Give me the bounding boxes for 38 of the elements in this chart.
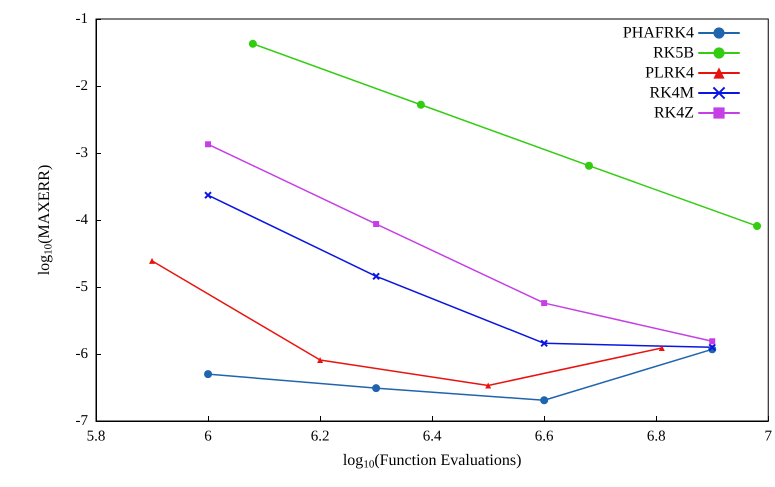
point — [541, 300, 548, 306]
point — [248, 40, 257, 48]
point — [205, 141, 212, 148]
legend-label: RK4M — [650, 84, 694, 102]
legend-label: RK4Z — [654, 104, 694, 122]
point — [149, 258, 156, 264]
x-tick-label: 6.2 — [310, 428, 330, 444]
x-tick-label: 7 — [764, 428, 772, 444]
point — [658, 344, 665, 351]
point — [204, 370, 212, 378]
y-tick-label: -3 — [76, 145, 88, 161]
point — [372, 384, 380, 392]
point — [540, 339, 548, 348]
point — [372, 272, 380, 280]
point — [204, 191, 212, 200]
y-tick-label: -1 — [76, 11, 88, 27]
point — [709, 338, 716, 344]
legend-label: PHAFRK4 — [622, 24, 694, 42]
point — [540, 396, 548, 404]
legend-label: PLRK4 — [645, 64, 694, 82]
point — [753, 222, 762, 230]
y-tick-label: -4 — [76, 212, 88, 228]
y-tick-label: -6 — [76, 346, 88, 362]
y-axis-title: log10(MAXERR) — [36, 164, 54, 276]
point — [373, 221, 380, 228]
point — [317, 357, 324, 364]
point — [584, 162, 593, 170]
y-tick-label: -5 — [76, 279, 88, 295]
y-tick-label: -2 — [76, 78, 88, 94]
x-tick-label: 5.8 — [86, 428, 106, 444]
x-tick-label: 6.4 — [422, 428, 442, 444]
point — [485, 382, 492, 388]
y-tick-label: -7 — [76, 413, 88, 429]
point — [416, 100, 425, 109]
x-tick-label: 6.8 — [646, 428, 666, 444]
x-tick-label: 6.6 — [534, 428, 554, 444]
legend-label: RK5B — [653, 44, 694, 62]
x-tick-label: 6 — [204, 428, 212, 444]
